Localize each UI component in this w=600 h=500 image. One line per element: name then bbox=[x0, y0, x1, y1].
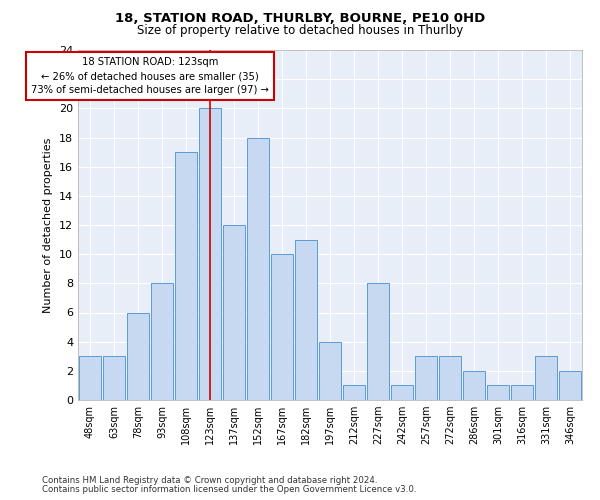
Y-axis label: Number of detached properties: Number of detached properties bbox=[43, 138, 53, 312]
Bar bbox=[391, 386, 413, 400]
Text: 18, STATION ROAD, THURLBY, BOURNE, PE10 0HD: 18, STATION ROAD, THURLBY, BOURNE, PE10 … bbox=[115, 12, 485, 26]
Text: Size of property relative to detached houses in Thurlby: Size of property relative to detached ho… bbox=[137, 24, 463, 37]
Bar bbox=[511, 386, 533, 400]
Bar bbox=[199, 108, 221, 400]
Bar bbox=[439, 356, 461, 400]
Bar bbox=[415, 356, 437, 400]
Bar bbox=[151, 284, 173, 400]
Bar bbox=[559, 371, 581, 400]
Bar bbox=[127, 312, 149, 400]
Bar bbox=[367, 284, 389, 400]
Bar bbox=[463, 371, 485, 400]
Text: Contains public sector information licensed under the Open Government Licence v3: Contains public sector information licen… bbox=[42, 484, 416, 494]
Bar bbox=[247, 138, 269, 400]
Bar bbox=[343, 386, 365, 400]
Bar bbox=[319, 342, 341, 400]
Text: 18 STATION ROAD: 123sqm
← 26% of detached houses are smaller (35)
73% of semi-de: 18 STATION ROAD: 123sqm ← 26% of detache… bbox=[31, 58, 269, 96]
Bar bbox=[223, 225, 245, 400]
Text: Contains HM Land Registry data © Crown copyright and database right 2024.: Contains HM Land Registry data © Crown c… bbox=[42, 476, 377, 485]
Bar bbox=[535, 356, 557, 400]
Bar bbox=[487, 386, 509, 400]
Bar bbox=[295, 240, 317, 400]
Bar bbox=[79, 356, 101, 400]
Bar bbox=[103, 356, 125, 400]
Bar bbox=[271, 254, 293, 400]
Bar bbox=[175, 152, 197, 400]
